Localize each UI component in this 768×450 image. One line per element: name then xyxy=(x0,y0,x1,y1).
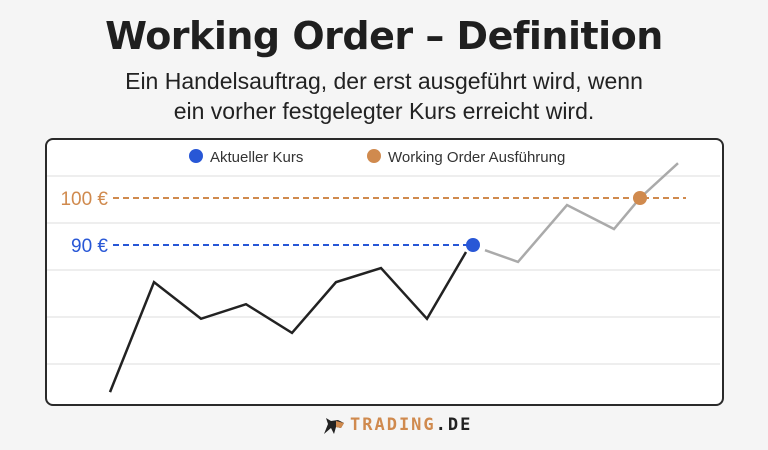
subtitle-line-1: Ein Handelsauftrag, der erst ausgeführt … xyxy=(125,68,643,94)
logo-suffix: .DE xyxy=(435,415,473,435)
logo: TRADING.DE xyxy=(322,414,472,436)
bull-icon xyxy=(324,418,344,434)
logo-text: TRADING xyxy=(350,415,436,435)
legend-label: Working Order Ausführung xyxy=(388,149,565,166)
legend-marker xyxy=(189,149,203,163)
legend-marker xyxy=(367,149,381,163)
reference-label: 90 € xyxy=(71,236,108,257)
current-price-marker xyxy=(466,238,480,252)
chart-frame xyxy=(45,138,724,406)
execution-marker xyxy=(633,191,647,205)
projected-price-line xyxy=(484,162,679,264)
subtitle-line-2: ein vorher festgelegter Kurs erreicht wi… xyxy=(173,98,595,124)
page-title: Working Order – Definition xyxy=(105,14,663,58)
reference-label: 100 € xyxy=(60,189,108,210)
price-line xyxy=(108,251,468,393)
subtitle: Ein Handelsauftrag, der erst ausgeführt … xyxy=(0,66,768,126)
legend-label: Aktueller Kurs xyxy=(210,149,303,166)
